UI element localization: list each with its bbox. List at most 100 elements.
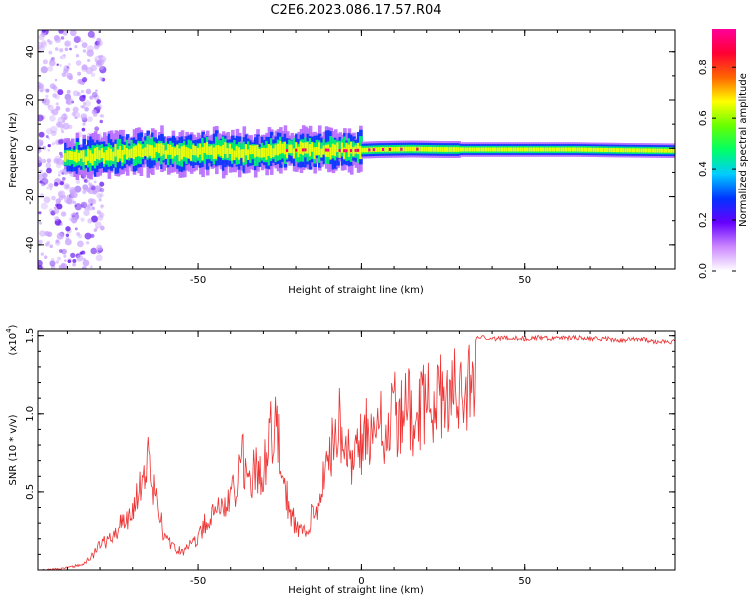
noise-blob <box>94 221 102 229</box>
snr-y-scale-close: ) <box>8 324 19 328</box>
y-tick-label: 0.5 <box>25 484 36 500</box>
noise-blob <box>66 89 71 94</box>
noise-blob <box>70 252 76 258</box>
band-segment <box>235 145 240 158</box>
band-segment <box>558 147 562 152</box>
noise-blob <box>63 116 67 120</box>
noise-blob <box>82 101 87 106</box>
band-segment <box>363 147 368 153</box>
noise-blob <box>74 204 78 208</box>
snr-y-scale: (x104) <box>5 324 19 355</box>
band-segment <box>377 147 382 152</box>
band-segment <box>228 143 233 154</box>
band-segment <box>329 147 333 160</box>
band-segment <box>151 145 155 159</box>
band-segment <box>224 142 228 154</box>
band-segment <box>68 150 73 160</box>
noise-blob <box>86 179 90 183</box>
band-segment <box>439 147 443 152</box>
noise-blob <box>71 192 78 199</box>
band-peak <box>356 148 361 152</box>
noise-blob <box>42 59 48 65</box>
band-peak <box>372 148 377 152</box>
band-segment <box>379 147 384 152</box>
band-segment <box>192 144 196 156</box>
band-segment <box>546 147 551 152</box>
noise-blob <box>80 40 83 43</box>
band-segment <box>187 148 192 159</box>
x-tick-label: -50 <box>190 576 206 587</box>
band-segment <box>560 147 564 152</box>
band-segment <box>361 147 365 153</box>
y-tick-label: 1.5 <box>25 328 36 344</box>
noise-blob <box>52 85 58 90</box>
band-segment <box>299 141 304 154</box>
band-segment <box>638 148 642 153</box>
snr-y-scale-exp: 4 <box>5 328 13 333</box>
band-segment <box>601 147 606 152</box>
band-segment <box>137 143 141 157</box>
band-peak <box>368 148 373 152</box>
band-segment <box>478 147 482 152</box>
band-segment <box>649 148 654 153</box>
noise-blob <box>80 217 85 222</box>
noise-blob <box>45 162 52 169</box>
band-segment <box>338 149 343 159</box>
band-segment <box>407 146 411 152</box>
noise-blob <box>47 65 54 72</box>
noise-blob <box>66 72 73 80</box>
band-segment <box>418 146 423 152</box>
band-segment <box>253 145 258 158</box>
band-segment <box>642 148 647 153</box>
band-segment <box>404 146 409 152</box>
noise-blob <box>49 260 56 267</box>
band-peak <box>381 147 386 151</box>
noise-blob <box>61 248 67 255</box>
noise-blob <box>42 30 46 33</box>
noise-blob <box>52 93 57 98</box>
noise-blob <box>45 88 50 93</box>
snr-y-scale-prefix: (x10 <box>8 333 19 356</box>
noise-blob <box>91 206 96 211</box>
noise-blob <box>65 97 74 106</box>
noise-blob <box>77 71 82 76</box>
noise-blob <box>88 198 94 204</box>
band-segment <box>651 148 656 153</box>
noise-blob <box>39 180 43 184</box>
band-segment <box>672 148 675 153</box>
band-segment <box>288 144 292 154</box>
noise-blob <box>62 195 67 199</box>
y-tick-label: -40 <box>25 237 36 253</box>
noise-blob <box>82 122 86 126</box>
band-segment <box>295 143 299 162</box>
band-segment <box>349 141 354 154</box>
band-peak <box>343 149 348 153</box>
band-segment <box>308 144 313 157</box>
band-segment <box>370 147 375 153</box>
noise-blob <box>74 203 82 211</box>
band-segment <box>203 146 208 164</box>
band-segment <box>167 143 171 155</box>
noise-blob <box>92 189 98 195</box>
band-segment <box>311 142 315 152</box>
band-segment <box>578 147 583 152</box>
noise-blob <box>55 102 59 106</box>
band-segment <box>80 150 84 159</box>
noise-blob <box>83 206 87 210</box>
band-segment <box>626 148 631 153</box>
band-segment <box>446 147 450 152</box>
band-segment <box>434 147 439 152</box>
band-segment <box>263 147 267 158</box>
band-segment <box>256 144 260 157</box>
noise-blob <box>49 187 53 191</box>
band-segment <box>512 147 516 152</box>
band-segment <box>84 156 89 166</box>
band-segment <box>507 147 512 152</box>
band-segment <box>80 151 84 167</box>
band-segment <box>562 147 567 152</box>
noise-blob <box>48 59 56 67</box>
x-tick-label: 50 <box>518 576 531 587</box>
band-segment <box>462 147 466 152</box>
colorbar-tick-label: 0.8 <box>698 59 709 75</box>
band-segment <box>119 145 123 159</box>
